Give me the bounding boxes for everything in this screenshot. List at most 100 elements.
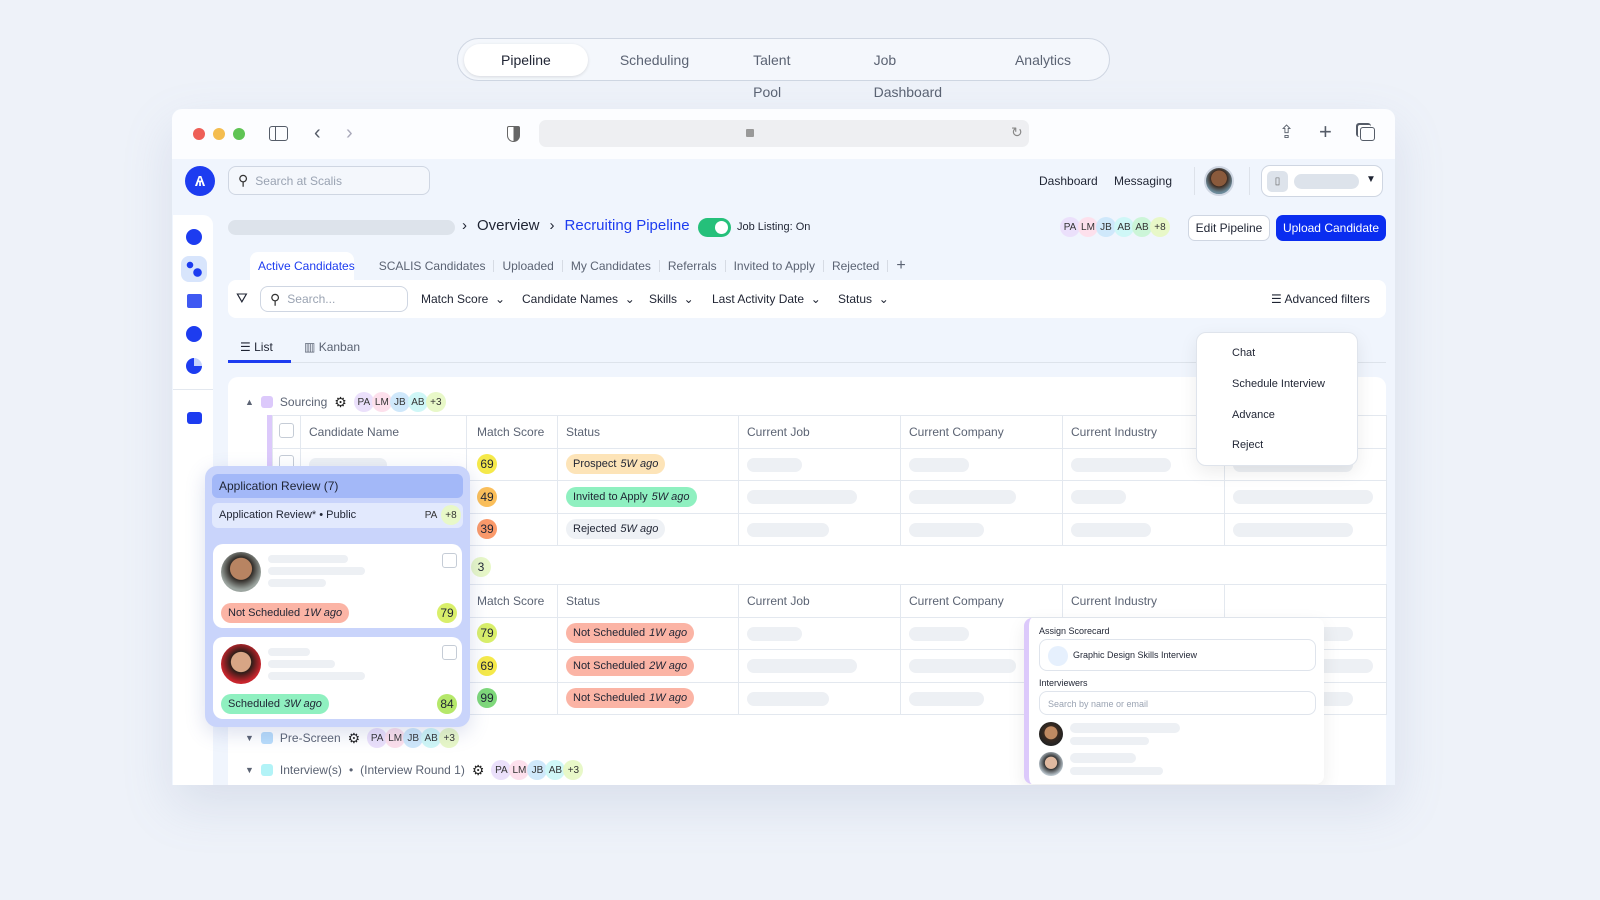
- add-tab-button[interactable]: +: [896, 257, 906, 274]
- view-kanban-tab[interactable]: ▥ Kanban: [304, 340, 361, 354]
- column-header[interactable]: Current Company: [900, 415, 1063, 449]
- tabs-overview-icon[interactable]: [1360, 127, 1375, 141]
- building-icon: ▯: [1267, 171, 1288, 192]
- status-badge: Scheduled 3W ago: [221, 694, 329, 714]
- match-score: 69: [477, 655, 497, 676]
- breadcrumb-overview[interactable]: Overview: [477, 217, 540, 234]
- menu-item-advance[interactable]: Advance: [1232, 409, 1275, 421]
- column-header[interactable]: Current Industry: [1062, 584, 1225, 618]
- sidebar-item-profile[interactable]: [181, 321, 207, 347]
- tab-rejected[interactable]: Rejected: [824, 260, 889, 272]
- card-checkbox[interactable]: [442, 553, 457, 568]
- kanban-column-title[interactable]: Application Review (7): [212, 474, 463, 498]
- column-header[interactable]: Candidate Name: [300, 415, 467, 449]
- close-window-button[interactable]: [193, 128, 205, 140]
- sidebar-item-pipeline[interactable]: [181, 256, 207, 282]
- new-tab-icon[interactable]: +: [1319, 119, 1332, 144]
- scorecard-select[interactable]: Graphic Design Skills Interview: [1039, 639, 1316, 671]
- nav-link-messaging[interactable]: Messaging: [1114, 174, 1173, 188]
- share-icon[interactable]: ⇪: [1279, 122, 1295, 142]
- user-avatar[interactable]: [1204, 166, 1234, 196]
- search-icon: ⚲: [270, 290, 281, 307]
- column-header[interactable]: Match Score: [466, 415, 558, 449]
- sidebar-item-calendar[interactable]: [181, 288, 207, 314]
- sidebar-toggle-icon[interactable]: [269, 126, 288, 141]
- top-tab-talent-pool[interactable]: Talent Pool: [753, 51, 791, 100]
- menu-item-schedule-interview[interactable]: Schedule Interview: [1232, 378, 1325, 390]
- upload-candidate-button[interactable]: Upload Candidate: [1276, 215, 1386, 241]
- view-list-tab[interactable]: ☰ List: [240, 340, 273, 354]
- match-score-dropdown[interactable]: Match Score ⌄: [421, 292, 506, 306]
- group-interviews[interactable]: ▼ Interview(s) • (Interview Round 1) ⚙ PA LM…: [245, 760, 584, 780]
- column-header[interactable]: Current Job: [738, 415, 901, 449]
- global-search-input[interactable]: ⚲ Search at Scalis: [228, 166, 430, 195]
- interviewer-avatar[interactable]: [1039, 752, 1063, 776]
- nav-link-dashboard[interactable]: Dashboard: [1039, 174, 1098, 188]
- last-activity-date-dropdown[interactable]: Last Activity Date ⌄: [712, 292, 821, 306]
- kanban-candidate-card[interactable]: Not Scheduled 1W ago 79: [213, 544, 462, 628]
- menu-item-reject[interactable]: Reject: [1232, 439, 1264, 451]
- interviewer-search-input[interactable]: Search by name or email: [1039, 691, 1316, 715]
- top-tab-analytics[interactable]: Analytics: [1014, 51, 1071, 68]
- tab-uploaded[interactable]: Uploaded: [494, 260, 563, 272]
- sidebar-item-analytics[interactable]: [181, 353, 207, 379]
- minimize-window-button[interactable]: [213, 128, 225, 140]
- breadcrumb-placeholder: [228, 220, 455, 235]
- candidate-names-dropdown[interactable]: Candidate Names ⌄: [522, 292, 635, 306]
- tab-active-candidates[interactable]: Active Candidates: [258, 259, 355, 273]
- skills-dropdown[interactable]: Skills ⌄: [649, 292, 694, 306]
- job-listing-toggle[interactable]: [698, 218, 731, 237]
- group-sourcing[interactable]: ▲ Sourcing ⚙ PA LM JB AB +3: [245, 392, 446, 412]
- address-bar[interactable]: ↻: [539, 120, 1029, 147]
- sidebar-item-jobs[interactable]: [181, 405, 207, 431]
- sidebar-item-dashboard[interactable]: [181, 224, 207, 250]
- gear-icon: ⚙: [471, 761, 485, 778]
- tab-invited-to-apply[interactable]: Invited to Apply: [726, 260, 824, 272]
- team-avatars[interactable]: PA LM JB AB AB +8: [1060, 217, 1170, 237]
- status-badge: Not Scheduled 1W ago: [221, 603, 350, 623]
- candidate-search-input[interactable]: ⚲ Search...: [260, 286, 408, 312]
- status-badge: Rejected 5W ago: [566, 519, 666, 540]
- edit-pipeline-button[interactable]: Edit Pipeline: [1188, 215, 1270, 241]
- column-header[interactable]: Status: [557, 584, 739, 618]
- expand-icon: ▼: [245, 733, 254, 743]
- maximize-window-button[interactable]: [233, 128, 245, 140]
- column-header[interactable]: Status: [557, 415, 739, 449]
- candidate-photo: [221, 552, 261, 592]
- match-score: 79: [477, 623, 497, 644]
- status-dropdown[interactable]: Status ⌄: [838, 292, 889, 306]
- interviewer-avatar[interactable]: [1039, 722, 1063, 746]
- column-header[interactable]: Current Company: [900, 584, 1063, 618]
- top-tab-job-dashboard[interactable]: Job Dashboard: [873, 51, 943, 100]
- group-pre-screen[interactable]: ▼ Pre-Screen ⚙ PA LM JB AB +3: [245, 728, 460, 748]
- shield-icon[interactable]: [507, 126, 520, 142]
- tab-scalis-candidates[interactable]: SCALIS Candidates: [371, 260, 495, 272]
- company-switcher[interactable]: ▯ ▼: [1261, 165, 1383, 197]
- tab-referrals[interactable]: Referrals: [660, 260, 726, 272]
- breadcrumb-chevron-icon: ›: [549, 217, 555, 234]
- card-checkbox[interactable]: [442, 645, 457, 660]
- status-badge: Not Scheduled 1W ago: [566, 623, 695, 644]
- scalis-logo[interactable]: Ѧ: [185, 166, 215, 196]
- advanced-filters-button[interactable]: ☰ Advanced filters: [1271, 292, 1370, 306]
- avatar-more: +8: [1150, 217, 1170, 237]
- expand-icon: ▼: [245, 765, 254, 775]
- tab-my-candidates[interactable]: My Candidates: [563, 260, 660, 272]
- top-tab-pipeline[interactable]: Pipeline: [464, 43, 588, 76]
- forward-icon[interactable]: ›: [346, 122, 353, 144]
- assign-scorecard-panel: Assign Scorecard Graphic Design Skills I…: [1024, 618, 1324, 784]
- filter-icon[interactable]: ⛛: [236, 290, 248, 306]
- menu-item-chat[interactable]: Chat: [1232, 347, 1256, 359]
- column-header[interactable]: Match Score: [466, 584, 558, 618]
- kanban-candidate-card[interactable]: Scheduled 3W ago 84: [213, 637, 462, 719]
- top-tab-scheduling[interactable]: Scheduling: [619, 51, 690, 68]
- select-all-checkbox[interactable]: [279, 422, 294, 438]
- column-header[interactable]: Current Job: [738, 584, 901, 618]
- reload-icon[interactable]: ↻: [1011, 124, 1023, 140]
- avatar: AB: [1114, 217, 1134, 237]
- back-icon[interactable]: ‹: [314, 122, 321, 144]
- match-score: 69: [477, 454, 497, 475]
- sliders-icon: ☰: [1271, 292, 1282, 306]
- interviewers-label: Interviewers: [1039, 678, 1088, 688]
- breadcrumb-current: Recruiting Pipeline: [564, 217, 690, 234]
